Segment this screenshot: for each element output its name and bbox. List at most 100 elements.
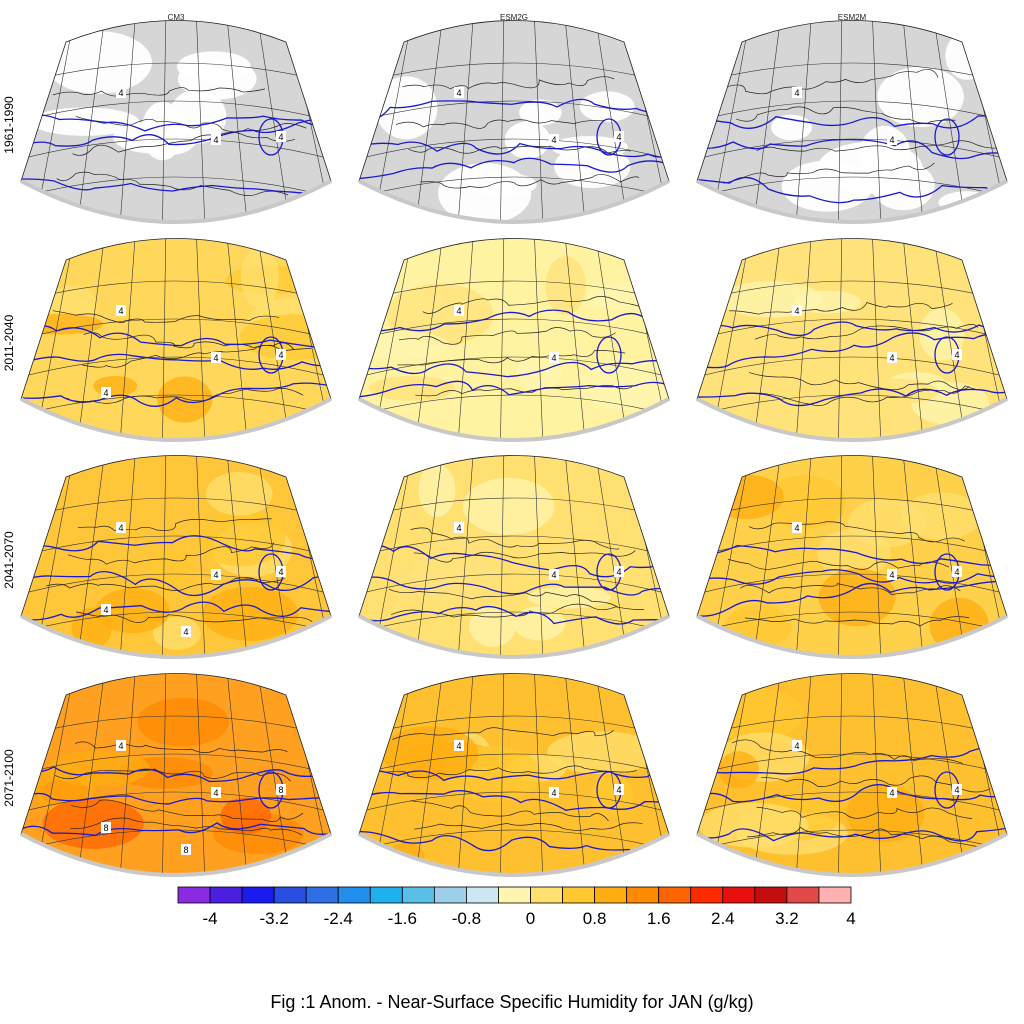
map-panel-r2-c1: 4 4 4 4 [20, 238, 332, 442]
contour-labels: 4 4 4 [454, 522, 624, 580]
row-label-1961-1990: 1961-1990 [2, 96, 16, 154]
coastlines [387, 727, 643, 831]
row-label-2071-2100: 2071-2100 [2, 749, 16, 807]
colorbar-box [273, 886, 307, 904]
contour-labels: 44 [792, 87, 897, 145]
colorbar-box [818, 886, 852, 904]
contour-label: 4 [118, 523, 123, 533]
contour-label: 4 [616, 785, 621, 795]
column-titles: CM3 ESM2G ESM2M [168, 13, 867, 22]
row-labels: 1961-1990 2011-2040 2041-2070 2071-2100 [2, 96, 16, 807]
contour-labels: 4 4 4 [454, 87, 624, 145]
contour-label: 4 [213, 570, 218, 580]
row-label-2011-2040: 2011-2040 [2, 314, 16, 371]
colorbar-box [562, 886, 596, 904]
contour-labels: 4 4 4 4 4 [101, 522, 286, 637]
contour-labels: 4 4 4 [116, 87, 286, 145]
contour-label: 8 [103, 823, 108, 833]
contour-label: 4 [551, 788, 556, 798]
contour-label: 4 [794, 306, 799, 316]
contour-label: 4 [103, 388, 108, 398]
contour-label: 4 [456, 523, 461, 533]
colorbar-box [754, 886, 788, 904]
contour-label: 4 [551, 135, 556, 145]
coastlines [54, 741, 304, 836]
colorbar-box [594, 886, 628, 904]
anomaly-shading [394, 463, 611, 647]
colorbar-box [209, 886, 243, 904]
colorbar-box [466, 886, 499, 904]
contour-label: 4 [456, 741, 461, 751]
map-panel-r3-c3: 4 4 4 [696, 455, 1008, 659]
colorbar-label: 4 [846, 909, 855, 928]
colorbar-label: 3.2 [775, 909, 799, 928]
contour-labels: 4 4 8 8 8 [101, 740, 286, 855]
contour-label: 4 [213, 788, 218, 798]
coastlines [388, 527, 645, 618]
contour-label: 4 [118, 88, 123, 98]
row-label-2041-2070: 2041-2070 [2, 531, 16, 589]
colorbar-box [498, 886, 531, 904]
column-title-esm2m: ESM2M [838, 13, 867, 22]
contour-lines [21, 535, 331, 621]
coastlines [395, 76, 640, 189]
colorbar-box [658, 886, 692, 904]
contour-label: 8 [278, 785, 283, 795]
contour-label: 4 [794, 88, 799, 98]
contour-lines [359, 98, 669, 180]
contour-labels: 44 [454, 305, 559, 363]
coastlines [52, 87, 307, 196]
anomaly-shading [30, 31, 257, 161]
map-panel-r3-c2: 4 4 4 [358, 455, 670, 659]
contour-label: 4 [456, 88, 461, 98]
contour-label: 4 [278, 132, 283, 142]
colorbar-label: 0 [526, 909, 535, 928]
map-panel-r4-c3: 4 4 4 [696, 673, 1008, 877]
contour-label: 4 [183, 627, 188, 637]
coastlines [729, 302, 987, 406]
colorbar-box [786, 886, 820, 904]
coastlines [397, 296, 643, 397]
contour-lines [21, 113, 331, 194]
map-panel-r1-c3: 44 [696, 20, 1008, 224]
contour-label: 4 [551, 570, 556, 580]
colorbar-box [626, 886, 660, 904]
colorbar-boxes [177, 886, 852, 904]
contour-labels: 4 4 4 [454, 740, 624, 798]
colorbar-box [337, 886, 371, 904]
contour-label: 4 [889, 353, 894, 363]
map-panel-r1-c1: 4 4 4 [20, 20, 332, 224]
contour-label: 4 [118, 741, 123, 751]
contour-lines [697, 745, 1007, 842]
contour-label: 8 [183, 845, 188, 855]
colorbar-box [722, 886, 756, 904]
anomaly-shading [381, 726, 658, 869]
colorbar-box [433, 886, 467, 904]
colorbar: -4 -3.2 -2.4 -1.6 -0.8 0 0.8 1.6 2.4 3.2… [177, 886, 856, 928]
column-title-cm3: CM3 [168, 13, 185, 22]
contour-label: 4 [118, 306, 123, 316]
coastlines [52, 310, 312, 404]
contour-label: 4 [616, 132, 621, 142]
map-panel-r2-c3: 4 4 4 [696, 238, 1008, 442]
colorbar-label: 2.4 [711, 909, 735, 928]
contour-label: 4 [954, 350, 959, 360]
map-panel-r4-c1: 4 4 8 8 8 [20, 673, 332, 877]
contour-label: 4 [794, 741, 799, 751]
colorbar-box [369, 886, 403, 904]
contour-labels: 4 4 4 [792, 740, 962, 798]
colorbar-label: -1.6 [388, 909, 417, 928]
colorbar-box [690, 886, 724, 904]
contour-label: 4 [889, 135, 894, 145]
contour-lines [359, 767, 669, 856]
contour-labels: 4 4 4 [792, 305, 962, 363]
contour-label: 4 [278, 350, 283, 360]
contour-lines [697, 321, 1007, 407]
colorbar-box [530, 886, 563, 904]
anomaly-shading [770, 31, 995, 214]
contour-label: 4 [456, 306, 461, 316]
colorbar-label: -3.2 [259, 909, 288, 928]
colorbar-label: 1.6 [647, 909, 671, 928]
